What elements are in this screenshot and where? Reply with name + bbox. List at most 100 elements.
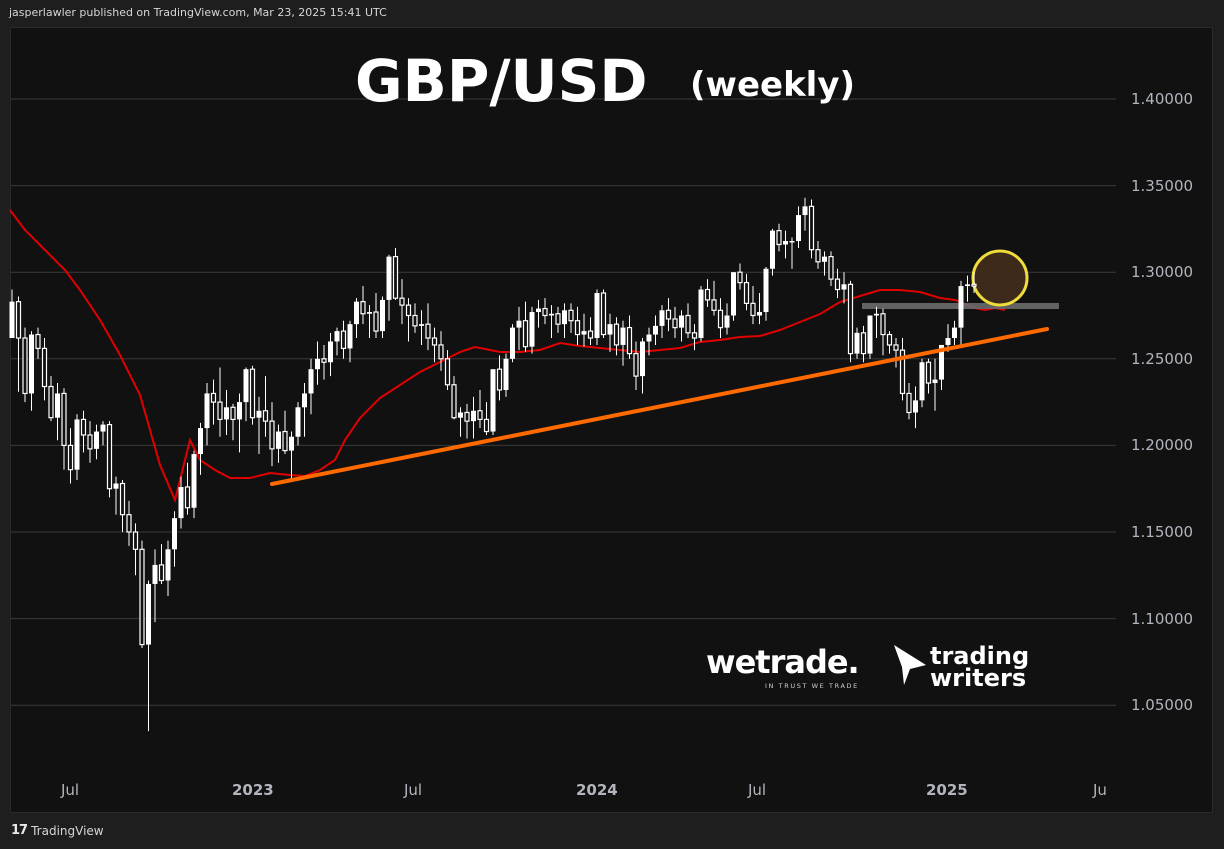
candle-body-down	[249, 368, 256, 419]
candle	[522, 301, 529, 352]
candle-body-up	[549, 313, 554, 316]
candle	[594, 289, 600, 345]
candle-body-down	[626, 327, 633, 355]
candle	[906, 383, 912, 420]
candle	[581, 313, 587, 347]
candle	[971, 272, 977, 293]
tradingview-brand[interactable]: TradingView	[31, 823, 104, 838]
candle	[704, 279, 711, 307]
candle	[321, 344, 327, 380]
candle-body-up	[822, 256, 827, 262]
candle	[574, 306, 581, 345]
time-tick-label: Jul	[61, 781, 80, 799]
candle-body-down	[587, 330, 594, 339]
candle-body-down	[776, 230, 782, 246]
candle	[48, 376, 54, 422]
candle-body-down	[834, 278, 841, 291]
candle-body-down	[61, 392, 67, 447]
candle	[789, 237, 795, 269]
wetrade-logo: wetrade.	[706, 643, 860, 681]
candle	[302, 383, 307, 437]
candle-body-down	[158, 564, 165, 582]
time-tick-label: Ju	[1093, 781, 1107, 799]
highlight-ring	[971, 249, 1029, 307]
candle-body-down	[542, 307, 548, 317]
candle	[880, 308, 886, 356]
candle-body-down	[886, 333, 893, 346]
price-tick-label: 1.05000	[1131, 696, 1194, 715]
candle	[184, 462, 191, 515]
publisher-attribution: jasperlawler published on TradingView.co…	[9, 6, 387, 19]
candle	[646, 327, 652, 356]
candle-body-up	[204, 393, 210, 429]
candle	[224, 389, 229, 436]
candle	[587, 317, 594, 345]
price-tick-label: 1.35000	[1131, 176, 1194, 195]
candle-body-up	[724, 315, 730, 328]
candle-body-down	[340, 330, 347, 350]
candle	[191, 450, 197, 519]
candle	[22, 327, 28, 403]
candle	[425, 303, 431, 351]
candle-body-up	[510, 327, 515, 359]
candle-body-up	[237, 402, 242, 420]
candle	[893, 338, 899, 368]
candle-body-down	[633, 353, 639, 377]
candle	[380, 296, 385, 339]
candle	[282, 410, 288, 455]
candle	[802, 197, 808, 231]
candle-body-up	[347, 324, 353, 349]
candle	[295, 402, 301, 446]
candle	[204, 383, 210, 446]
candle-body-down	[665, 309, 672, 320]
candle-body-down	[815, 249, 821, 263]
candle-body-down	[282, 430, 288, 452]
candle	[249, 365, 256, 425]
candle-body-up	[224, 407, 229, 420]
candle-body-down	[262, 410, 269, 422]
candle	[464, 403, 470, 439]
candle	[9, 289, 15, 339]
candle	[490, 369, 496, 436]
candle-body-up	[698, 289, 704, 339]
candle-body-down	[106, 424, 113, 490]
candle	[600, 289, 607, 339]
candle-body-up	[867, 315, 873, 354]
candle-body-up	[783, 241, 788, 245]
candle	[87, 421, 93, 463]
candle-body-down	[67, 444, 74, 471]
wetrade-tagline: IN TRUST WE TRADE	[765, 682, 859, 690]
candle-body-up	[113, 483, 119, 489]
candle	[113, 476, 119, 515]
candle-body-down	[132, 531, 139, 550]
candle	[939, 344, 944, 390]
candle-body-down	[412, 314, 418, 327]
candle	[178, 476, 184, 529]
candle-body-up	[308, 369, 314, 394]
candle-body-down	[717, 309, 724, 329]
candle-body-down	[685, 314, 691, 334]
candle	[653, 315, 658, 345]
candle	[919, 358, 925, 408]
candle	[61, 388, 67, 470]
chart-panel[interactable]	[10, 27, 1213, 813]
candle-body-up	[490, 369, 496, 432]
chart-title: GBP/USD	[355, 47, 648, 115]
candle-body-up	[198, 428, 203, 455]
candle-body-up	[640, 341, 645, 377]
candle	[808, 199, 815, 259]
candle	[106, 421, 113, 498]
candle-body-down	[451, 384, 457, 419]
gridlines	[11, 98, 1116, 706]
candle	[562, 303, 567, 339]
candle	[100, 421, 106, 446]
candle-body-up	[529, 312, 535, 347]
candle-body-down	[613, 323, 620, 346]
candle-body-down	[808, 205, 815, 251]
price-tick-label: 1.20000	[1131, 436, 1194, 455]
candle-body-up	[328, 341, 333, 363]
candle	[55, 383, 60, 441]
candle-body-up	[679, 315, 684, 328]
candle-body-down	[269, 420, 275, 450]
